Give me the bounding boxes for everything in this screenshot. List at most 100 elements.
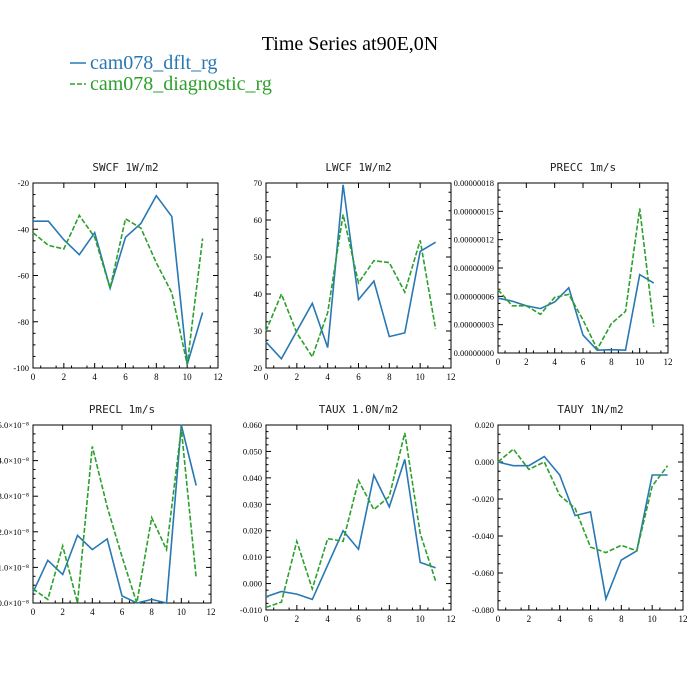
x-tick-label: 0 <box>264 372 269 382</box>
x-tick-label: 4 <box>90 607 95 617</box>
legend-label-diagnostic: cam078_diagnostic_rg <box>90 73 272 95</box>
y-tick-label: -20 <box>18 178 29 188</box>
series-line-diagnostic <box>497 447 669 554</box>
y-tick-label: -0.060 <box>472 568 494 578</box>
x-tick-label: 6 <box>120 607 125 617</box>
panel-3: PRECL 1m/s 0 2 4 6 8 10 12 0.0×10⁻⁸ 1.0×10⁻⁸ 2.0×1… <box>0 403 216 617</box>
panel-2: PRECC 1m/s 0 2 4 6 8 10 12 0.00000000 0.00000003 0… <box>454 161 673 367</box>
plot-frame <box>497 182 669 354</box>
x-tick-label: 10 <box>635 357 645 367</box>
x-tick-label: 8 <box>149 607 154 617</box>
x-tick-label: 12 <box>447 372 456 382</box>
panel-4: TAUX 1.0N/m2 0 2 4 6 8 10 12 -0.010 0.000 0.010 0.0… <box>240 403 455 624</box>
y-tick-label: 0.00000018 <box>454 178 494 188</box>
x-tick-label: 2 <box>295 614 300 624</box>
x-tick-label: 2 <box>295 372 300 382</box>
x-tick-label: 8 <box>619 614 624 624</box>
x-tick-label: 4 <box>552 357 557 367</box>
series-line-dflt <box>265 459 436 601</box>
x-tick-label: 12 <box>214 372 223 382</box>
x-tick-label: 12 <box>679 614 688 624</box>
y-tick-label: 0.000 <box>475 457 494 467</box>
x-tick-label: 10 <box>177 607 187 617</box>
x-tick-label: 0 <box>31 607 36 617</box>
x-tick-label: 2 <box>524 357 529 367</box>
plot-frame <box>32 424 212 604</box>
x-tick-label: 12 <box>664 357 673 367</box>
legend-entry-dflt: cam078_dflt_rg <box>70 52 217 74</box>
y-tick-label: 0.020 <box>475 420 494 430</box>
y-tick-label: -0.040 <box>472 531 494 541</box>
plot-frame <box>265 424 452 611</box>
series-line-dflt <box>33 194 204 365</box>
series-line-dflt <box>32 424 197 604</box>
y-tick-label: 0.020 <box>243 526 262 536</box>
x-tick-label: 4 <box>325 614 330 624</box>
y-tick-label: -80 <box>18 317 29 327</box>
x-tick-label: 8 <box>387 614 392 624</box>
x-tick-label: 10 <box>648 614 658 624</box>
panel-title: LWCF 1W/m2 <box>325 161 391 174</box>
x-tick-label: 6 <box>356 614 361 624</box>
y-tick-label: -0.020 <box>472 494 494 504</box>
plot-frame <box>32 182 219 369</box>
y-tick-label: 0.00000012 <box>454 235 494 245</box>
y-tick-label: -40 <box>18 224 29 234</box>
y-tick-label: -0.080 <box>472 605 494 615</box>
x-tick-label: 8 <box>387 372 392 382</box>
series-line-dflt <box>265 184 437 361</box>
y-tick-label: -100 <box>13 363 29 373</box>
y-tick-label: 0.000 <box>243 579 262 589</box>
y-tick-label: 0.00000000 <box>454 348 494 358</box>
series-line-diagnostic <box>265 432 437 609</box>
y-tick-label: 30 <box>254 326 263 336</box>
panel-title: TAUX 1.0N/m2 <box>319 403 398 416</box>
x-tick-label: 0 <box>31 372 36 382</box>
panel-1: LWCF 1W/m2 0 2 4 6 8 10 12 20 30 40 50 60 70 <box>254 161 456 382</box>
y-tick-label: 0.00000006 <box>454 291 494 301</box>
x-tick-label: 4 <box>92 372 97 382</box>
x-tick-label: 2 <box>62 372 67 382</box>
y-tick-label: 1.0×10⁻⁸ <box>0 562 29 572</box>
y-tick-label: 0.050 <box>243 446 262 456</box>
y-tick-label: 0.060 <box>243 420 262 430</box>
panel-grid: SWCF 1W/m2 0 2 4 6 8 10 12 -100 -80 -60 -40 -20 LWCF … <box>0 161 688 624</box>
panel-title: PRECC 1m/s <box>550 161 616 174</box>
y-tick-label: 0.00000003 <box>454 320 494 330</box>
panel-title: SWCF 1W/m2 <box>92 161 158 174</box>
panel-0: SWCF 1W/m2 0 2 4 6 8 10 12 -100 -80 -60 -40 -20 <box>13 161 222 382</box>
x-tick-label: 2 <box>527 614 532 624</box>
y-tick-label: 40 <box>254 289 263 299</box>
legend-label-dflt: cam078_dflt_rg <box>90 52 217 74</box>
y-tick-label: -0.010 <box>240 605 262 615</box>
x-tick-label: 12 <box>207 607 216 617</box>
x-tick-label: 0 <box>496 357 501 367</box>
x-tick-label: 8 <box>609 357 614 367</box>
x-tick-label: 0 <box>264 614 269 624</box>
x-tick-label: 4 <box>557 614 562 624</box>
y-tick-label: 3.0×10⁻⁸ <box>0 491 29 501</box>
y-tick-label: 0.040 <box>243 473 262 483</box>
x-tick-label: 6 <box>123 372 128 382</box>
x-tick-label: 2 <box>60 607 65 617</box>
y-tick-label: 0.0×10⁻⁸ <box>0 598 29 608</box>
x-tick-label: 10 <box>183 372 193 382</box>
figure-legend: cam078_dflt_rg cam078_diagnostic_rg <box>70 52 272 95</box>
panel-5: TAUY 1N/m2 0 2 4 6 8 10 12 -0.080 -0.060 -0.040 -0.… <box>472 403 687 624</box>
panel-title: TAUY 1N/m2 <box>557 403 623 416</box>
x-tick-label: 0 <box>496 614 501 624</box>
series-line-dflt <box>497 273 655 352</box>
y-tick-label: 5.0×10⁻⁸ <box>0 420 29 430</box>
y-tick-label: 0.00000015 <box>454 206 494 216</box>
x-tick-label: 6 <box>356 372 361 382</box>
figure-title: Time Series at90E,0N <box>262 33 438 55</box>
x-tick-label: 10 <box>416 372 426 382</box>
y-tick-label: -60 <box>18 271 29 281</box>
panel-title: PRECL 1m/s <box>89 403 155 416</box>
x-tick-label: 6 <box>581 357 586 367</box>
series-line-diagnostic <box>32 213 204 365</box>
y-tick-label: 70 <box>254 178 263 188</box>
x-tick-label: 6 <box>588 614 593 624</box>
y-tick-label: 20 <box>254 363 263 373</box>
